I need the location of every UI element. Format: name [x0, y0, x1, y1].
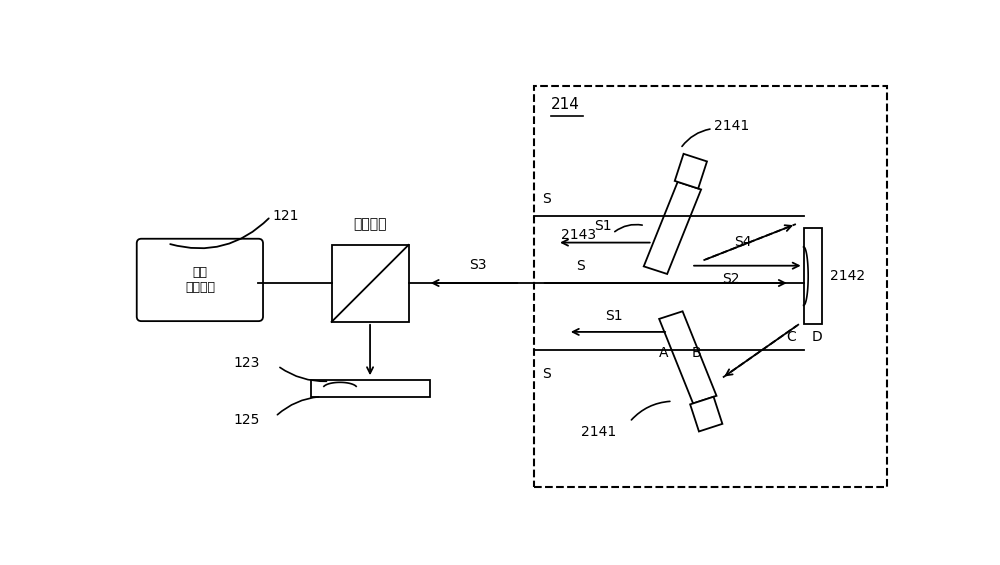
Bar: [332, 245, 409, 322]
Text: S1: S1: [595, 219, 612, 233]
Text: 214: 214: [551, 97, 580, 112]
Text: A: A: [659, 346, 668, 360]
Text: S: S: [542, 192, 551, 206]
Polygon shape: [644, 182, 701, 274]
Text: S1: S1: [605, 308, 623, 323]
Text: 123: 123: [234, 356, 260, 370]
Text: 121: 121: [272, 210, 299, 223]
Text: 125: 125: [234, 412, 260, 427]
Text: 光源
（复色）: 光源 （复色）: [185, 266, 215, 294]
Bar: [311, 380, 430, 397]
Text: 2143: 2143: [561, 228, 596, 242]
Text: S: S: [576, 259, 584, 273]
Text: 分光棱镜: 分光棱镜: [353, 217, 387, 231]
Polygon shape: [659, 311, 717, 403]
Bar: [804, 228, 822, 324]
Text: S: S: [542, 367, 551, 381]
Text: S3: S3: [469, 258, 487, 272]
Bar: [534, 85, 887, 488]
Text: 2142: 2142: [830, 269, 865, 283]
Text: 2141: 2141: [714, 119, 749, 133]
FancyBboxPatch shape: [137, 239, 263, 321]
Text: S4: S4: [734, 234, 752, 249]
Polygon shape: [675, 154, 707, 189]
Polygon shape: [690, 397, 722, 432]
Text: D: D: [811, 329, 822, 344]
Text: B: B: [691, 346, 701, 360]
Text: 2141: 2141: [581, 425, 616, 439]
Text: C: C: [786, 329, 796, 344]
Text: S2: S2: [722, 272, 739, 286]
